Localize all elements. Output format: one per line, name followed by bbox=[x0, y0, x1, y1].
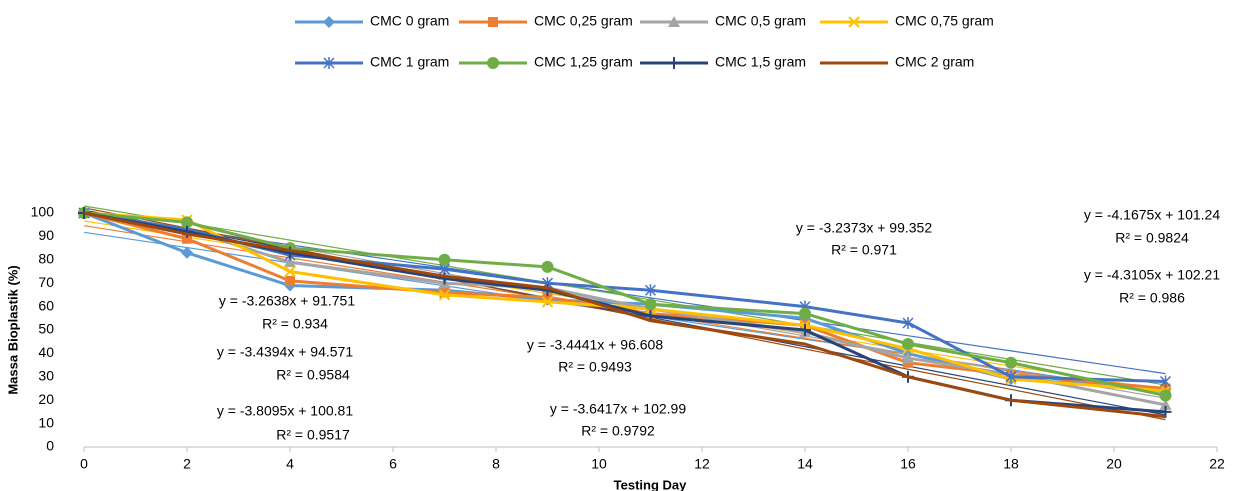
marker bbox=[285, 275, 295, 286]
series-line bbox=[83, 211, 1166, 397]
trendline-r2: R² = 0.9824 bbox=[1115, 230, 1189, 246]
trendline-r2: R² = 0.971 bbox=[831, 242, 897, 258]
legend-label: CMC 2 gram bbox=[895, 54, 974, 70]
trendline-equation: y = -3.4394x + 94.571 bbox=[217, 344, 353, 360]
y-tick-label: 40 bbox=[38, 344, 54, 360]
marker bbox=[438, 289, 451, 301]
legend-label: CMC 0,25 gram bbox=[534, 13, 633, 29]
marker bbox=[1005, 370, 1017, 383]
legend-label: CMC 1 gram bbox=[370, 54, 449, 70]
marker bbox=[668, 57, 680, 69]
marker bbox=[644, 298, 657, 311]
trendline-equation: y = -3.2373x + 99.352 bbox=[796, 220, 932, 236]
x-tick-label: 18 bbox=[1003, 456, 1019, 472]
y-axis-title: Massa Bioplastik (%) bbox=[5, 265, 20, 394]
legend-label: CMC 1,5 gram bbox=[715, 54, 806, 70]
legend-item: CMC 0 gram bbox=[295, 13, 449, 29]
marker bbox=[902, 338, 914, 351]
x-tick-label: 0 bbox=[80, 456, 88, 472]
marker bbox=[439, 287, 450, 298]
marker bbox=[644, 284, 657, 297]
marker bbox=[541, 260, 554, 273]
trendline-r2: R² = 0.986 bbox=[1119, 290, 1185, 306]
marker bbox=[1160, 383, 1171, 394]
trendline-r2: R² = 0.9493 bbox=[558, 359, 632, 375]
marker bbox=[488, 17, 498, 27]
marker bbox=[323, 16, 335, 28]
trendline-r2: R² = 0.9584 bbox=[276, 367, 350, 383]
x-tick-label: 14 bbox=[797, 456, 813, 472]
trendline-equation: y = -4.1675x + 101.24 bbox=[1084, 207, 1220, 223]
legend-item: CMC 1,5 gram bbox=[640, 54, 806, 70]
legend-label: CMC 1,25 gram bbox=[534, 54, 633, 70]
x-tick-label: 22 bbox=[1209, 456, 1225, 472]
marker bbox=[542, 292, 553, 303]
x-tick-label: 10 bbox=[591, 456, 607, 472]
marker bbox=[182, 233, 192, 244]
series-line bbox=[83, 211, 1166, 419]
x-tick-label: 6 bbox=[389, 456, 397, 472]
marker bbox=[487, 57, 499, 69]
marker bbox=[1005, 356, 1017, 369]
marker bbox=[799, 324, 811, 336]
trendline-equation: y = -3.4441x + 96.608 bbox=[527, 337, 663, 353]
x-tick-label: 8 bbox=[492, 456, 500, 472]
marker bbox=[284, 265, 296, 278]
marker bbox=[799, 307, 811, 320]
x-tick-label: 12 bbox=[694, 456, 710, 472]
y-tick-label: 70 bbox=[38, 274, 54, 290]
y-tick-label: 90 bbox=[38, 227, 54, 243]
legend-item: CMC 1,25 gram bbox=[459, 54, 633, 70]
marker bbox=[902, 316, 914, 329]
y-tick-label: 100 bbox=[31, 204, 55, 220]
legend-item: CMC 2 gram bbox=[820, 54, 974, 70]
marker bbox=[181, 246, 193, 259]
legend-item: CMC 0,5 gram bbox=[640, 13, 806, 29]
marker bbox=[902, 352, 914, 364]
trendline-equation: y = -3.2638x + 91.751 bbox=[219, 293, 355, 309]
legend-item: CMC 1 gram bbox=[295, 54, 449, 70]
y-tick-label: 0 bbox=[46, 438, 54, 454]
marker bbox=[1159, 398, 1172, 410]
x-tick-label: 20 bbox=[1106, 456, 1122, 472]
marker bbox=[438, 272, 451, 285]
marker bbox=[1159, 375, 1172, 388]
legend-label: CMC 0,5 gram bbox=[715, 13, 806, 29]
marker bbox=[323, 57, 335, 69]
marker bbox=[181, 216, 193, 229]
legend-label: CMC 0,75 gram bbox=[895, 13, 994, 29]
y-tick-label: 10 bbox=[38, 414, 54, 430]
y-tick-label: 30 bbox=[38, 368, 54, 384]
trendline-equation: y = -3.8095x + 100.81 bbox=[217, 403, 353, 419]
legend-item: CMC 0,25 gram bbox=[459, 13, 633, 29]
marker bbox=[668, 16, 680, 27]
marker bbox=[284, 256, 296, 268]
y-tick-label: 20 bbox=[38, 391, 54, 407]
trendline-r2: R² = 0.934 bbox=[262, 316, 328, 332]
trendline-equation: y = -4.3105x + 102.21 bbox=[1084, 267, 1220, 283]
x-tick-label: 16 bbox=[900, 456, 916, 472]
marker bbox=[541, 296, 554, 308]
x-tick-label: 4 bbox=[286, 456, 294, 472]
x-tick-label: 2 bbox=[183, 456, 191, 472]
marker bbox=[284, 246, 296, 259]
x-axis-title: Testing Day bbox=[614, 477, 687, 491]
trendline-r2: R² = 0.9517 bbox=[276, 427, 350, 443]
marker bbox=[1159, 389, 1172, 402]
trendline-equation: y = -3.6417x + 102.99 bbox=[550, 401, 686, 417]
y-tick-label: 50 bbox=[38, 321, 54, 337]
marker bbox=[438, 253, 451, 266]
y-tick-label: 60 bbox=[38, 297, 54, 313]
legend-label: CMC 0 gram bbox=[370, 13, 449, 29]
legend-item: CMC 0,75 gram bbox=[820, 13, 994, 29]
trendline-r2: R² = 0.9792 bbox=[581, 423, 655, 439]
y-tick-label: 80 bbox=[38, 251, 54, 267]
marker bbox=[848, 16, 860, 28]
